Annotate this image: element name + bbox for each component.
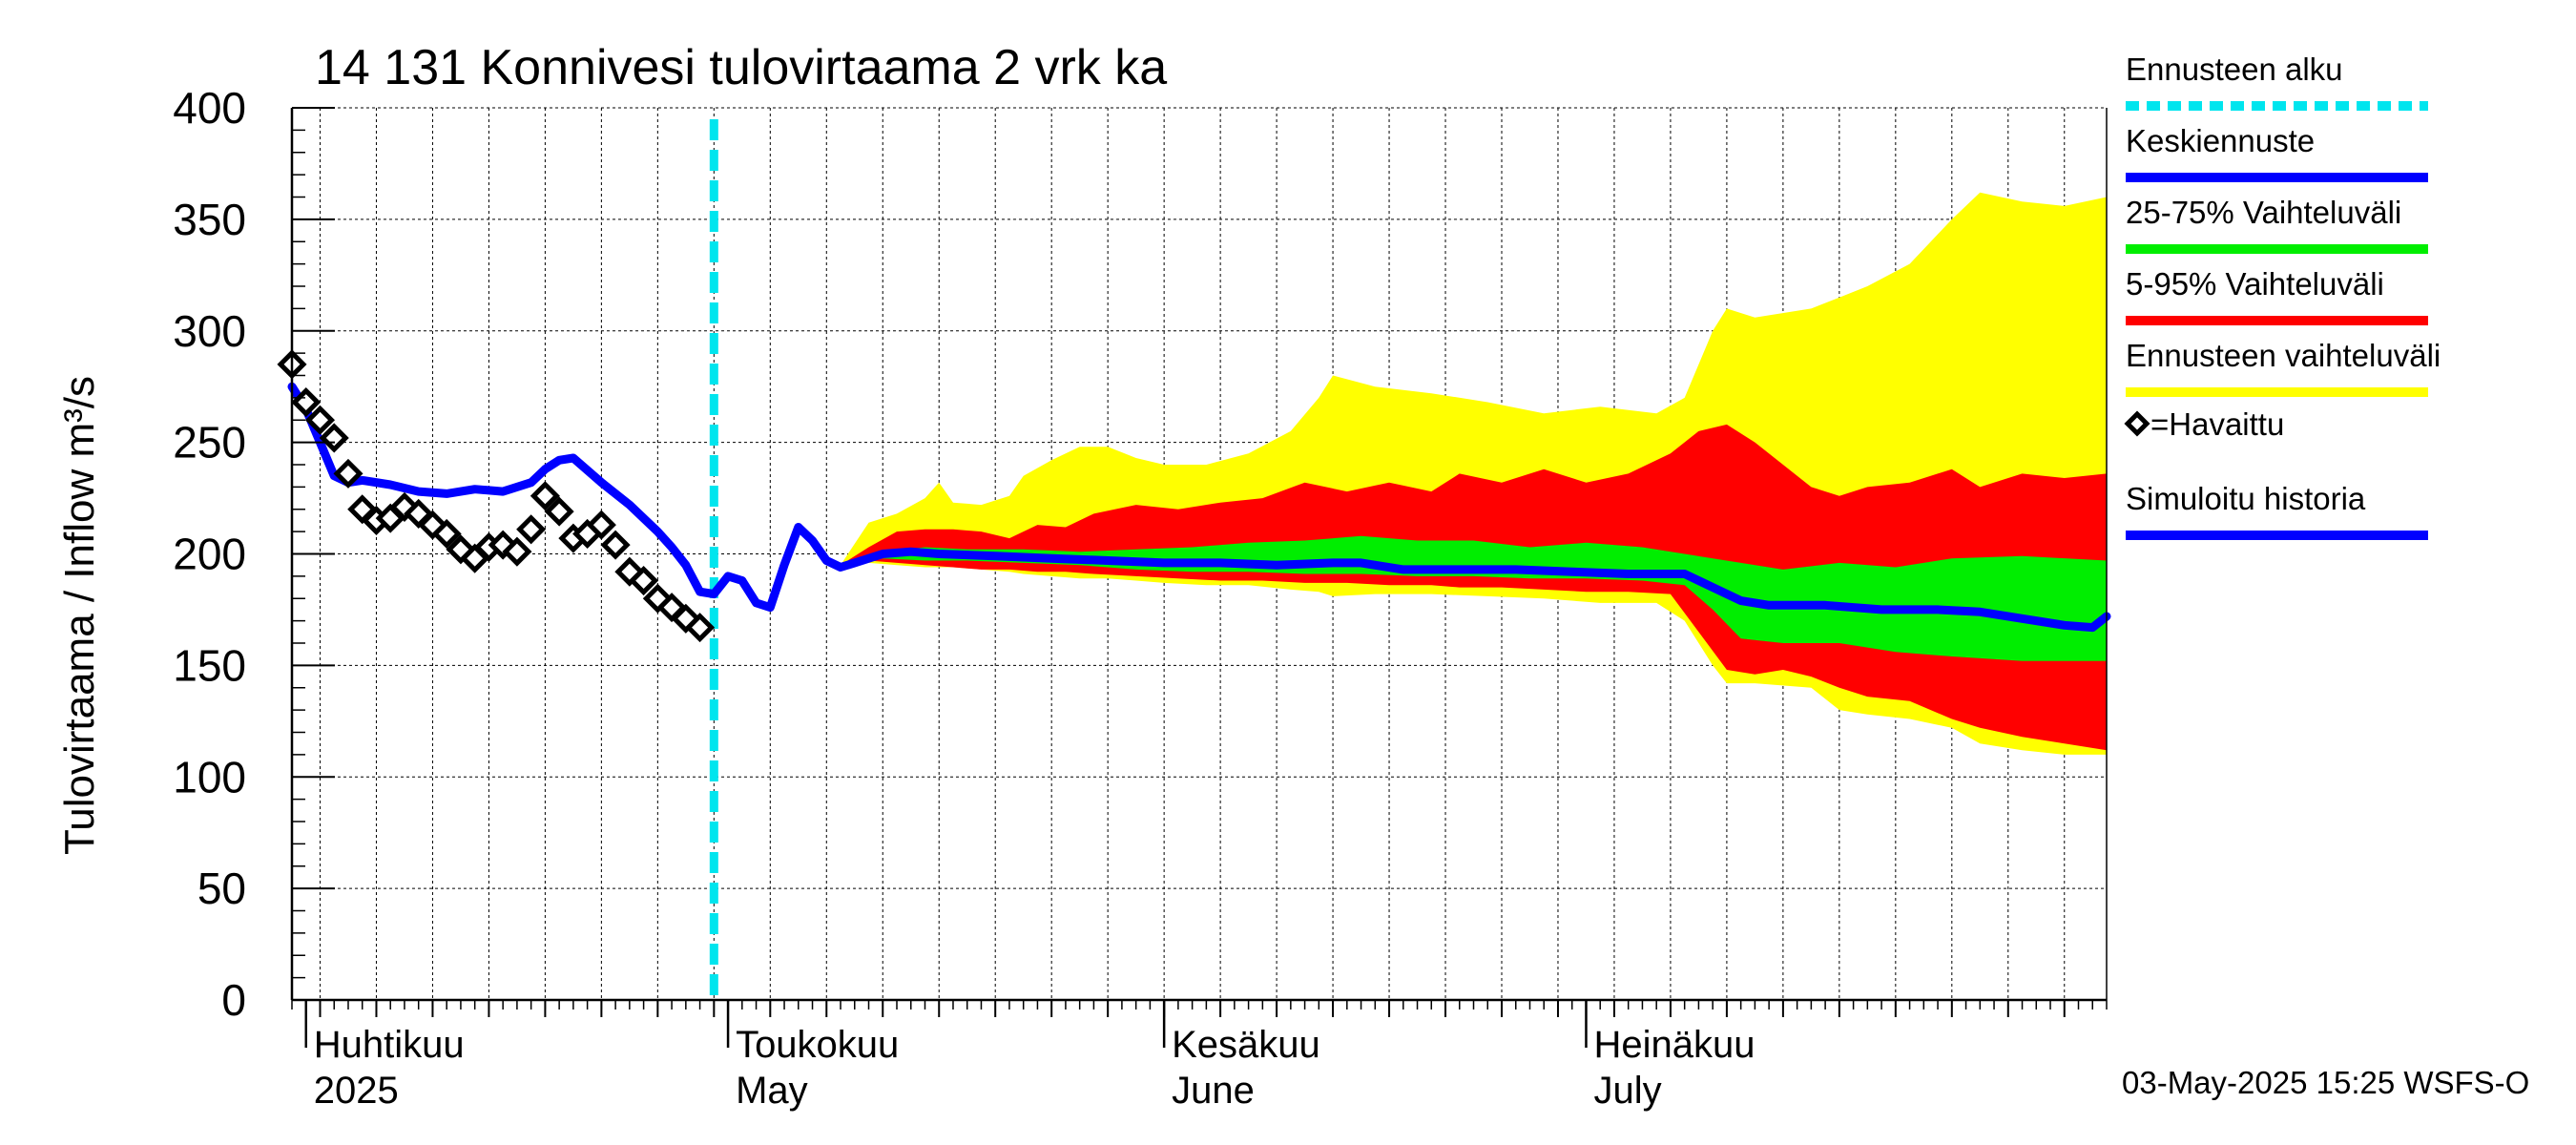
legend: Ennusteen alku Keskiennuste 25-75% Vaihtel… — [2124, 52, 2441, 540]
x-month-label-en: May — [736, 1070, 808, 1112]
y-tick-label: 400 — [173, 83, 246, 133]
observed-point — [600, 530, 631, 560]
y-axis-label: Tulovirtaama / Inflow m³/s — [56, 376, 103, 855]
legend-marker-observed — [2124, 410, 2150, 437]
y-tick-label: 200 — [173, 530, 246, 579]
band-5-95-vaihteluv-li — [841, 424, 2107, 751]
observed-point — [319, 423, 349, 453]
band-25-75-vaihteluv-li — [841, 535, 2107, 661]
observed-point — [431, 518, 462, 549]
observed-point — [586, 510, 616, 540]
y-tick-label: 0 — [221, 975, 246, 1025]
x-month-label-fi: Toukokuu — [736, 1024, 899, 1066]
legend-label: =Havaittu — [2150, 406, 2284, 442]
x-month-label-en: July — [1593, 1070, 1661, 1112]
legend-label: 25-75% Vaihteluväli — [2126, 195, 2401, 230]
y-tick-label: 300 — [173, 306, 246, 356]
legend-label: 5-95% Vaihteluväli — [2126, 266, 2384, 302]
x-month-label-en: 2025 — [314, 1070, 399, 1112]
x-month-label-en: June — [1172, 1070, 1255, 1112]
observed-point — [502, 536, 532, 567]
observed-point — [629, 566, 659, 596]
legend-label: Simuloitu historia — [2126, 481, 2366, 516]
y-tick-label: 150 — [173, 640, 246, 690]
y-tick-label: 250 — [173, 418, 246, 468]
uncertainty-bands — [841, 192, 2107, 755]
legend-label: Keskiennuste — [2126, 123, 2315, 158]
observed-point — [304, 405, 336, 435]
y-tick-label: 50 — [197, 864, 246, 913]
y-tick-label: 100 — [173, 752, 246, 802]
observed-point — [685, 613, 716, 643]
observed-point — [544, 496, 574, 527]
y-tick-label: 350 — [173, 195, 246, 244]
series-keskiennuste — [737, 523, 2111, 633]
legend-label: Ennusteen alku — [2126, 52, 2343, 87]
observed-point — [516, 514, 547, 545]
observed-point — [530, 481, 560, 511]
legend-label: Ennusteen vaihteluväli — [2126, 338, 2441, 373]
x-month-label-fi: Kesäkuu — [1172, 1024, 1320, 1066]
footer-timestamp: 03-May-2025 15:25 WSFS-O — [2122, 1065, 2529, 1100]
x-month-label-fi: Huhtikuu — [314, 1024, 465, 1066]
x-month-label-fi: Heinäkuu — [1593, 1024, 1755, 1066]
chart-title: 14 131 Konnivesi tulovirtaama 2 vrk ka — [315, 40, 1167, 95]
observed-point — [333, 458, 364, 489]
